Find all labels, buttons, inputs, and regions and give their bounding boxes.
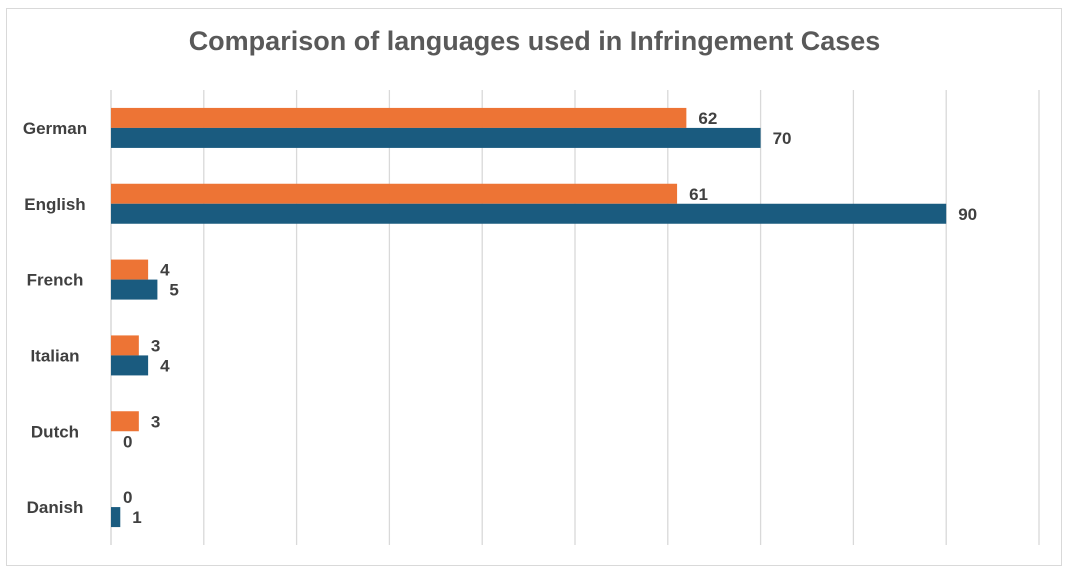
bars [111,107,947,528]
data-label-dutch-series-2: 0 [123,432,132,451]
data-label-french-series-1: 4 [160,261,170,280]
bar-italian-series-2 [111,355,149,376]
bar-dutch-series-1 [111,411,139,432]
bar-italian-series-1 [111,335,139,356]
bar-french-series-2 [111,279,158,300]
gridlines [110,90,1040,545]
data-label-german-series-1: 62 [698,109,717,128]
category-label-dutch: Dutch [31,422,79,441]
bar-danish-series-2 [111,507,121,528]
bar-english-series-1 [111,183,678,204]
data-label-danish-series-2: 1 [132,508,141,527]
data-label-german-series-2: 70 [773,129,792,148]
data-label-italian-series-1: 3 [151,336,160,355]
data-label-dutch-series-1: 3 [151,412,160,431]
category-label-danish: Danish [27,498,84,517]
chart-frame [6,8,1062,566]
chart-title: Comparison of languages used in Infringe… [188,26,881,56]
bar-german-series-1 [111,107,687,128]
category-label-italian: Italian [30,346,79,365]
category-label-english: English [24,195,85,214]
bar-german-series-2 [111,127,761,148]
labels: German6270English6190French45Italian34Du… [23,109,977,527]
data-label-french-series-2: 5 [169,281,178,300]
data-label-english-series-2: 90 [958,205,977,224]
bar-french-series-1 [111,259,149,280]
bar-english-series-2 [111,203,947,224]
category-label-german: German [23,119,87,138]
data-label-english-series-1: 61 [689,185,708,204]
data-label-italian-series-2: 4 [160,356,170,375]
data-label-danish-series-1: 0 [123,488,132,507]
category-label-french: French [27,271,84,290]
